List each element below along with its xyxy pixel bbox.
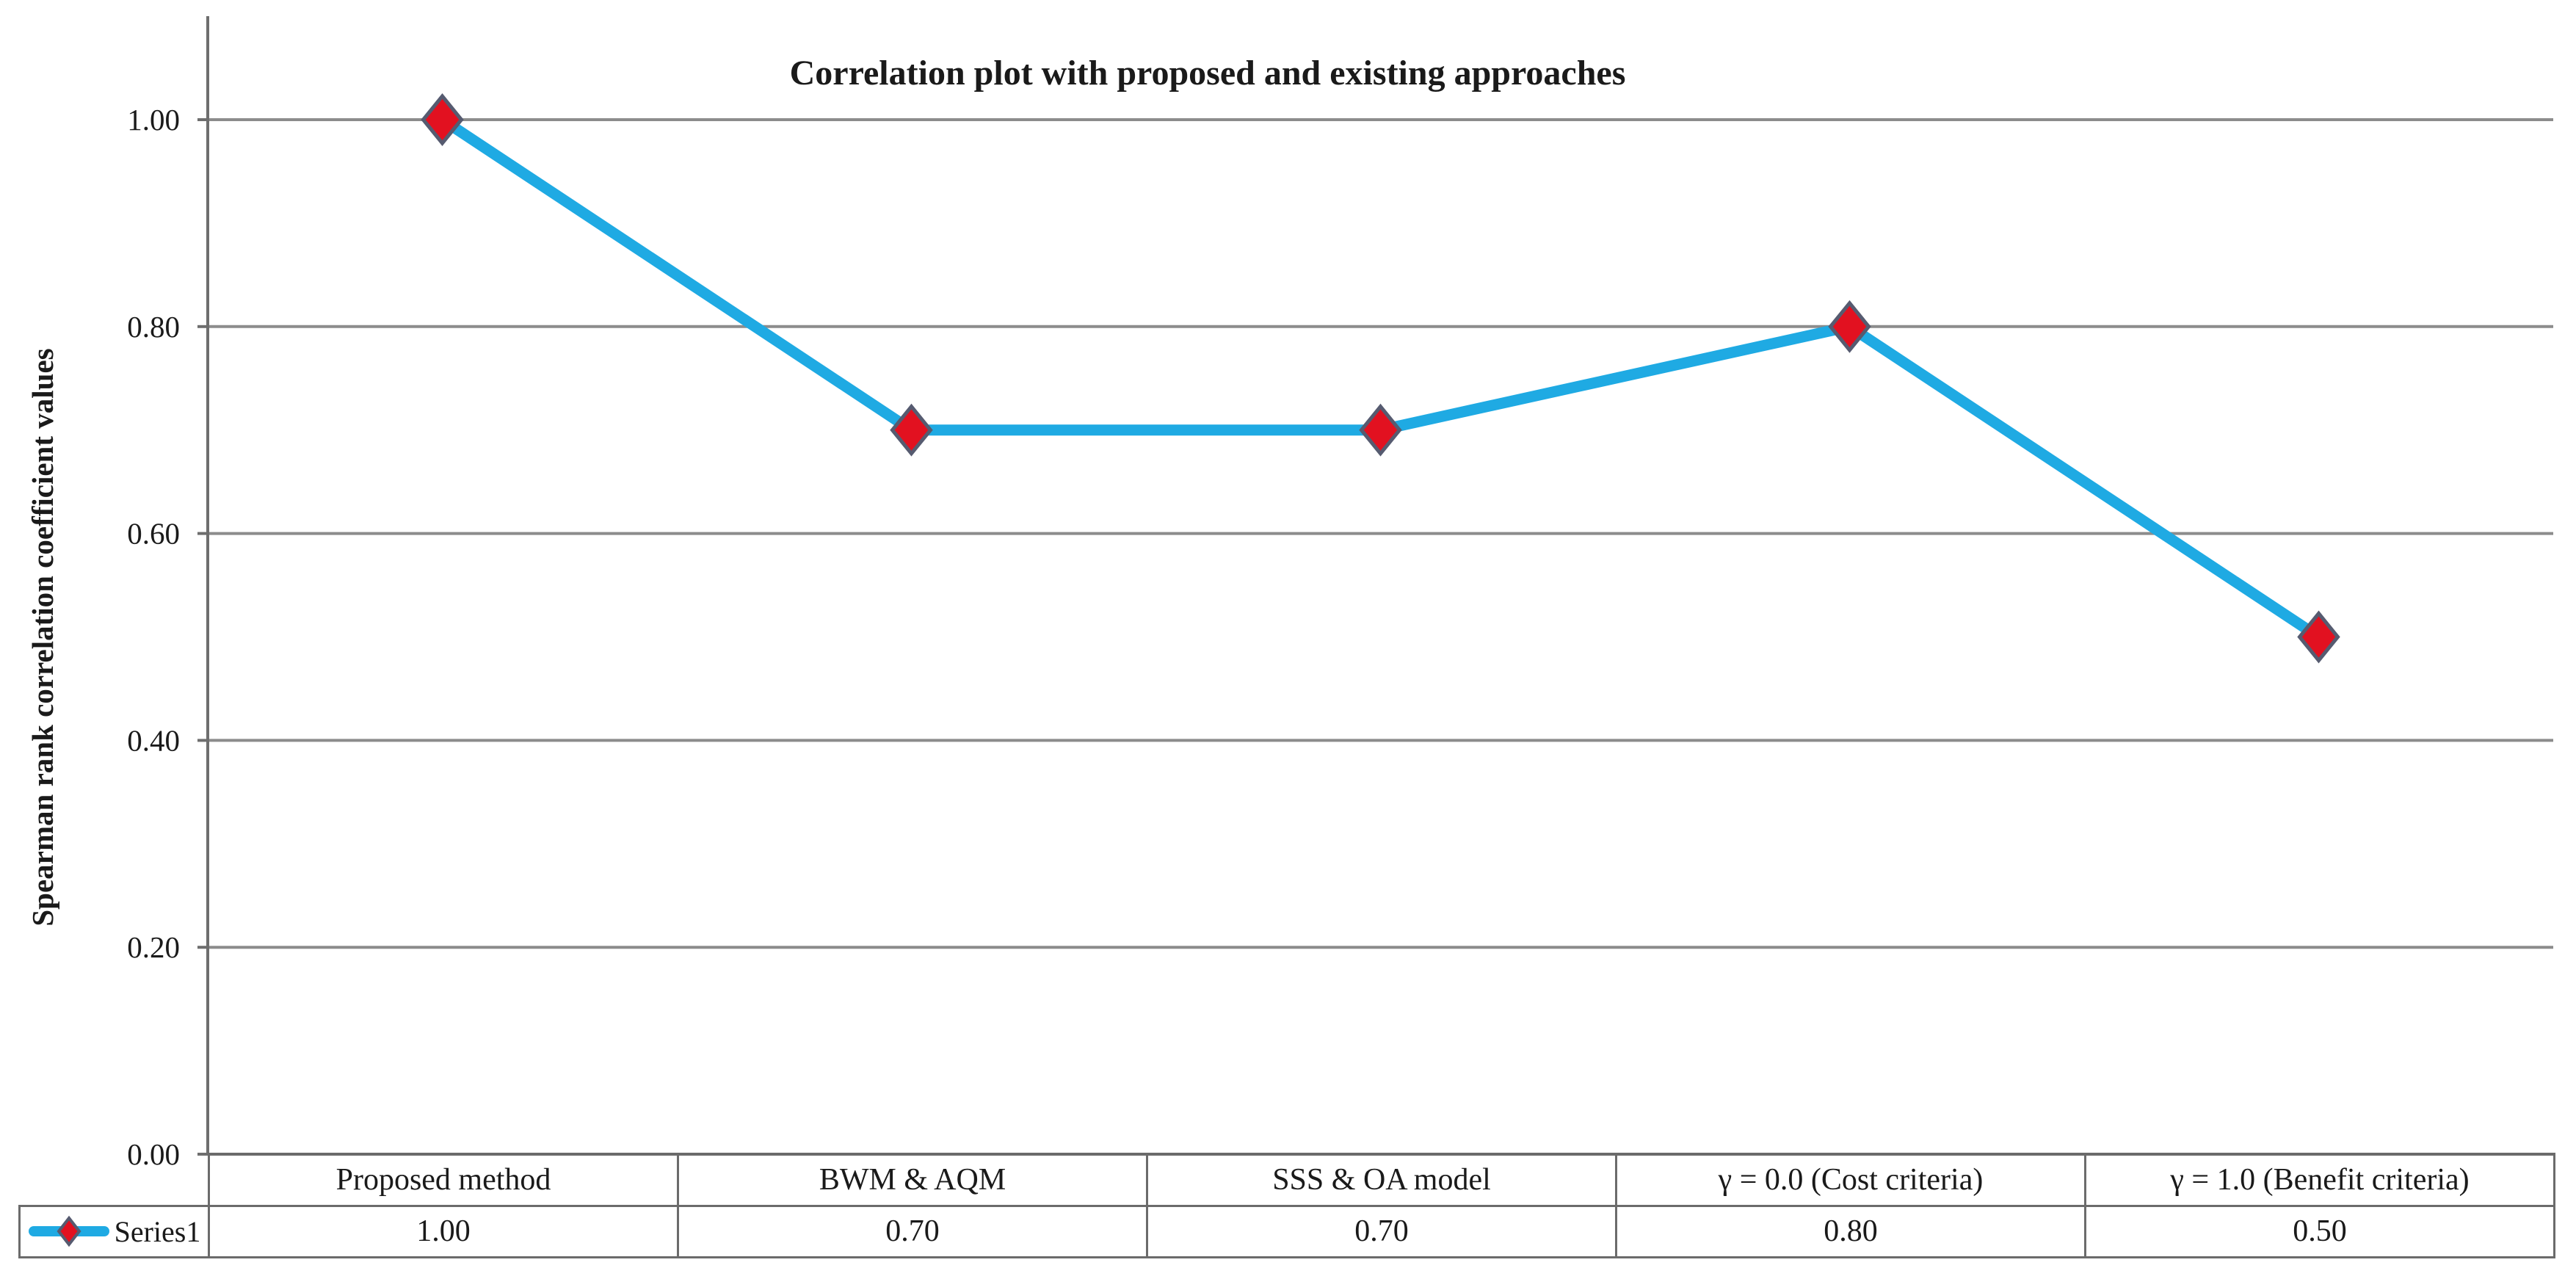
series-line — [437, 114, 2324, 642]
category-cell: SSS & OA model — [1146, 1153, 1617, 1207]
value-cell: 0.70 — [1146, 1204, 1617, 1258]
legend-cell: Series1 — [18, 1204, 210, 1258]
series-name-label: Series1 — [114, 1214, 201, 1248]
category-cell: γ = 0.0 (Cost criteria) — [1615, 1153, 2086, 1207]
value-cell: 0.50 — [2084, 1204, 2555, 1258]
table-corner-empty — [20, 1154, 209, 1206]
chart-title: Correlation plot with proposed and exist… — [789, 54, 1626, 93]
data-point-marker — [2297, 610, 2340, 664]
y-tick-label: 0.00 — [127, 1137, 180, 1171]
y-tick-label: 0.60 — [127, 517, 180, 551]
legend-diamond-icon — [57, 1215, 81, 1247]
value-cell: 0.80 — [1615, 1204, 2086, 1258]
legend-entry: Series1 — [21, 1214, 208, 1249]
data-point-marker — [1359, 403, 1402, 457]
category-cell: BWM & AQM — [677, 1153, 1148, 1207]
legend-key-icon — [28, 1215, 109, 1247]
data-table-wrap: Proposed method BWM & AQM SSS & OA model γ … — [18, 1153, 2555, 1258]
value-cell: 1.00 — [208, 1204, 679, 1258]
chart-data-table: Proposed method BWM & AQM SSS & OA model γ … — [18, 1153, 2555, 1258]
data-point-marker — [1828, 300, 1871, 353]
y-tick-label: 0.40 — [127, 723, 180, 757]
category-cell: γ = 1.0 (Benefit criteria) — [2084, 1153, 2555, 1207]
data-point-marker — [890, 403, 933, 457]
y-tick-label: 1.00 — [127, 103, 180, 137]
y-tick-label: 0.20 — [127, 930, 180, 964]
data-point-marker — [421, 93, 464, 146]
y-tick-label: 0.80 — [127, 310, 180, 344]
category-cell: Proposed method — [208, 1153, 679, 1207]
value-cell: 0.70 — [677, 1204, 1148, 1258]
